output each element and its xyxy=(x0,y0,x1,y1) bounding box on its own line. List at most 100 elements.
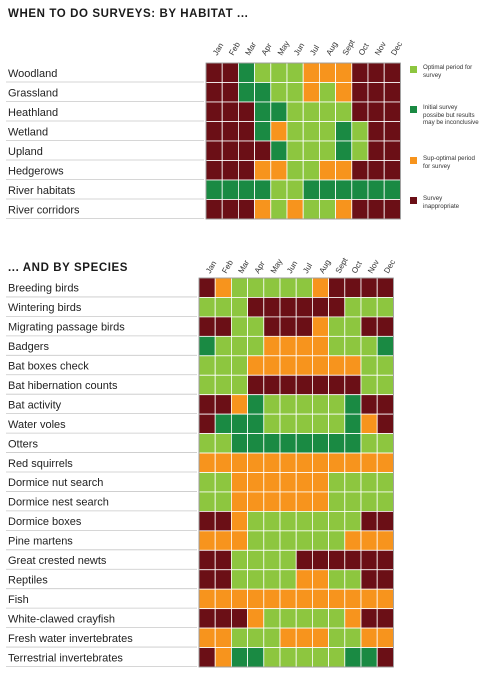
habitat-grid-border xyxy=(205,62,401,220)
habitat-cell xyxy=(367,160,385,181)
species-cell xyxy=(376,569,394,590)
species-cell xyxy=(344,549,362,571)
species-cell xyxy=(360,549,378,571)
species-cell xyxy=(247,588,265,610)
species-cell xyxy=(263,297,281,318)
species-cell xyxy=(328,297,346,318)
habitat-cell xyxy=(335,160,353,181)
species-cell xyxy=(295,647,313,668)
species-cell xyxy=(344,588,362,610)
species-cell xyxy=(214,627,232,648)
habitat-cell xyxy=(351,160,369,181)
species-cell xyxy=(295,413,313,434)
habitat-cell xyxy=(383,160,401,181)
species-cell xyxy=(279,491,297,512)
habitat-cell xyxy=(318,62,336,83)
species-cell xyxy=(198,510,216,532)
species-cell xyxy=(279,297,297,318)
species-cell xyxy=(328,277,346,298)
habitat-cell xyxy=(302,140,320,161)
species-cell xyxy=(360,627,378,648)
species-cell xyxy=(247,549,265,571)
species-heading: ... AND BY SPECIES xyxy=(8,262,129,274)
habitat-cell xyxy=(383,121,401,142)
habitat-month-label: Feb xyxy=(227,40,242,57)
species-cell xyxy=(198,627,216,648)
habitat-cell xyxy=(205,121,223,142)
habitat-cell xyxy=(270,82,288,103)
habitat-cell xyxy=(335,62,353,83)
species-cell xyxy=(311,530,329,551)
species-cell xyxy=(328,394,346,415)
habitat-cell xyxy=(237,140,255,161)
habitat-row-label: Heathland xyxy=(8,107,58,119)
species-month-label: Feb xyxy=(220,258,235,275)
species-cell xyxy=(344,277,362,298)
species-cell xyxy=(214,316,232,337)
species-month-label: Dec xyxy=(382,258,397,275)
habitat-cell xyxy=(335,101,353,122)
species-cell xyxy=(263,472,281,493)
species-cell xyxy=(198,355,216,376)
habitat-cell xyxy=(302,160,320,181)
habitat-heatmap: Jan Feb Mar Apr May Jun Jul Aug Sept Oct Nov Dec Woo… xyxy=(6,38,404,220)
species-cell xyxy=(360,413,378,434)
species-cell xyxy=(360,452,378,473)
habitat-cell xyxy=(237,160,255,181)
habitat-cell xyxy=(286,160,304,181)
species-cell xyxy=(230,491,248,512)
legend-label-optimal: Optimal period for survey xyxy=(423,64,473,79)
species-cell xyxy=(198,608,216,629)
habitat-cell xyxy=(254,179,272,200)
species-cell xyxy=(311,510,329,532)
species-cell xyxy=(376,608,394,629)
habitat-cell xyxy=(383,62,401,83)
species-cell xyxy=(311,608,329,629)
species-cell xyxy=(247,316,265,337)
habitat-cell xyxy=(351,121,369,142)
habitat-cell xyxy=(270,121,288,142)
species-cell xyxy=(344,530,362,551)
species-cell xyxy=(295,608,313,629)
species-month-label: Jun xyxy=(285,259,299,275)
species-cell xyxy=(214,394,232,415)
species-cell xyxy=(311,277,329,298)
species-cell xyxy=(263,549,281,571)
legend-swatch-inappropriate xyxy=(410,197,417,204)
species-cell xyxy=(279,510,297,532)
species-cell xyxy=(328,433,346,454)
habitat-cell xyxy=(302,179,320,200)
species-cell xyxy=(263,413,281,434)
species-cell xyxy=(295,394,313,415)
species-cell xyxy=(198,394,216,415)
species-cell xyxy=(279,627,297,648)
species-cell xyxy=(230,374,248,396)
species-cell xyxy=(214,277,232,298)
species-cell xyxy=(344,335,362,357)
species-cell xyxy=(247,452,265,473)
species-cell xyxy=(328,510,346,532)
species-cell xyxy=(311,588,329,610)
species-row-label: Bat boxes check xyxy=(8,361,89,373)
species-month-label: Jan xyxy=(204,259,218,275)
habitat-cell xyxy=(286,199,304,220)
species-cell xyxy=(230,355,248,376)
species-cell xyxy=(214,355,232,376)
species-cell xyxy=(198,316,216,337)
habitat-cell xyxy=(351,101,369,122)
species-cell xyxy=(360,297,378,318)
habitat-cell xyxy=(302,199,320,220)
species-cell xyxy=(328,588,346,610)
habitat-cell xyxy=(383,101,401,122)
habitat-cell xyxy=(302,121,320,142)
species-cell xyxy=(360,355,378,376)
habitat-cell xyxy=(270,62,288,83)
habitat-cell xyxy=(254,140,272,161)
habitat-cell xyxy=(335,199,353,220)
species-cell xyxy=(279,452,297,473)
habitat-cell xyxy=(286,140,304,161)
species-cell xyxy=(247,627,265,648)
species-cell xyxy=(311,472,329,493)
species-cell xyxy=(198,530,216,551)
habitat-cell xyxy=(205,140,223,161)
